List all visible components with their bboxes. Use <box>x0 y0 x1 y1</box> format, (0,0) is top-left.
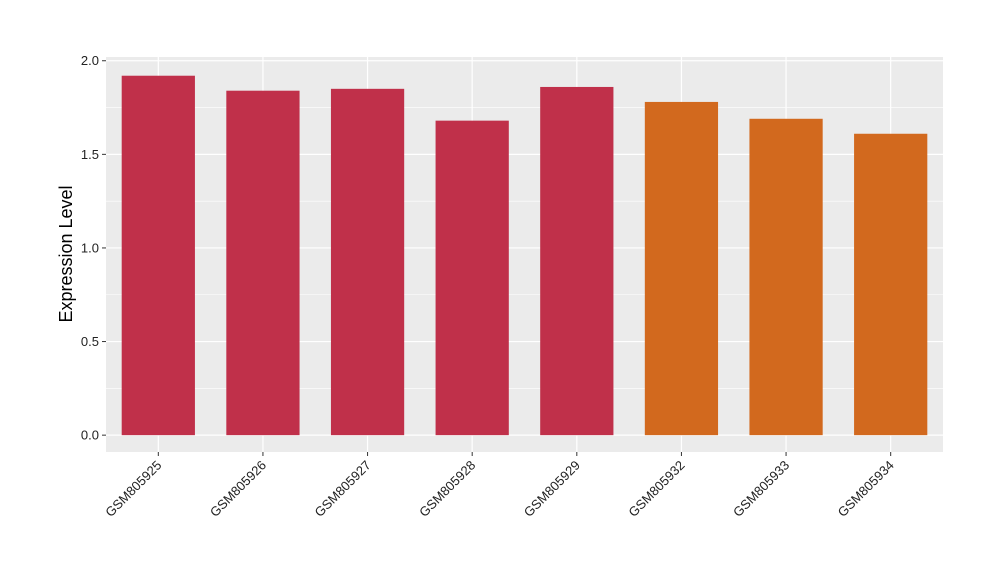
bar <box>644 101 719 436</box>
y-tick-label: 2.0 <box>81 53 99 68</box>
x-tick-label: GSM805926 <box>207 458 269 520</box>
x-tick-label: GSM805928 <box>416 458 478 520</box>
x-tick-label: GSM805934 <box>835 458 897 520</box>
y-tick-label: 1.5 <box>81 147 99 162</box>
y-tick-label: 0.0 <box>81 428 99 443</box>
bar <box>854 133 928 436</box>
bar <box>330 88 405 436</box>
y-axis: 0.0 0.5 1.0 1.5 2.0 <box>81 53 106 443</box>
x-axis: GSM805925 GSM805926 GSM805927 GSM805928 GSM8… <box>102 452 897 520</box>
bars <box>121 75 928 436</box>
x-tick-label: GSM805925 <box>102 458 164 520</box>
bar <box>121 75 195 436</box>
bar <box>749 118 823 436</box>
x-tick-label: GSM805933 <box>730 458 792 520</box>
y-axis-title: Expression Level <box>56 185 76 322</box>
bar <box>435 120 509 436</box>
y-tick-label: 1.0 <box>81 240 99 255</box>
bar <box>226 90 300 436</box>
x-tick-label: GSM805929 <box>521 458 583 520</box>
y-tick-label: 0.5 <box>81 334 99 349</box>
x-tick-label: GSM805932 <box>625 458 687 520</box>
x-tick-label: GSM805927 <box>311 458 373 520</box>
bar <box>540 86 614 436</box>
